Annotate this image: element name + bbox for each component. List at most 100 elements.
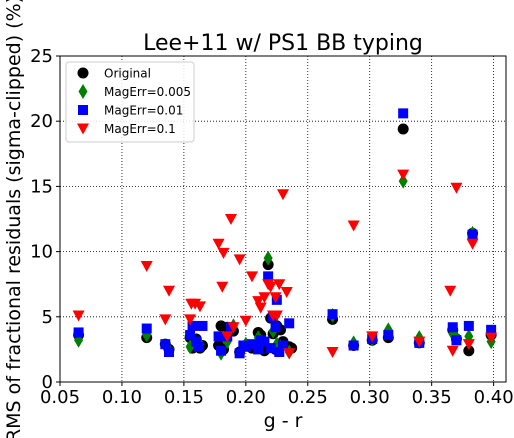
data-point	[141, 323, 152, 334]
data-point	[270, 310, 283, 322]
data-point	[163, 285, 176, 297]
data-point	[252, 296, 265, 308]
data-point	[463, 320, 474, 331]
x-tick-label: 0.10	[102, 387, 142, 408]
legend-marker	[78, 84, 88, 99]
data-point	[485, 332, 498, 344]
legend-label: MagErr=0.005	[104, 85, 191, 99]
data-point	[263, 250, 273, 266]
data-point	[221, 331, 234, 343]
legend-label: MagErr=0.01	[104, 104, 183, 118]
legend-marker	[77, 123, 89, 135]
data-point	[197, 320, 208, 331]
data-point	[348, 340, 359, 351]
data-point	[159, 314, 172, 326]
y-tick-label: 10	[30, 242, 53, 263]
data-point	[264, 281, 277, 293]
data-point	[216, 281, 229, 293]
data-point	[246, 271, 259, 283]
data-point	[234, 348, 245, 359]
data-point	[185, 330, 196, 341]
data-point	[233, 254, 246, 266]
x-tick-label: 0.05	[40, 387, 80, 408]
data-point	[283, 348, 296, 360]
data-point	[447, 322, 458, 333]
data-point	[270, 322, 281, 333]
data-point	[383, 330, 394, 341]
y-tick-label: 0	[42, 372, 53, 393]
data-point	[247, 339, 258, 350]
data-point	[217, 247, 230, 259]
data-point	[253, 344, 264, 355]
data-point	[212, 238, 225, 250]
data-point	[72, 310, 85, 322]
data-point	[467, 229, 478, 240]
data-point	[191, 336, 202, 347]
y-tick-label: 5	[42, 307, 53, 328]
y-tick-label: 25	[30, 46, 53, 67]
data-point	[398, 173, 408, 189]
data-point	[274, 347, 285, 358]
data-point	[327, 309, 338, 320]
data-point	[263, 271, 274, 282]
data-point	[398, 108, 409, 119]
data-point	[259, 336, 270, 347]
y-axis-label: RMS of fractional residuals (sigma-clipp…	[3, 0, 25, 438]
x-tick-label: 0.20	[226, 387, 266, 408]
data-point	[140, 260, 153, 272]
data-point	[224, 214, 237, 225]
data-point	[278, 340, 288, 351]
data-point	[164, 347, 175, 358]
data-point	[463, 345, 475, 357]
legend-box	[65, 61, 195, 143]
data-point	[486, 324, 497, 335]
legend-label: MagErr=0.1	[104, 122, 176, 136]
legend-marker	[77, 67, 89, 79]
x-axis-label: g - r	[264, 410, 303, 432]
axis-ticks: 0.05 0.10 0.15 0.20 0.25 0.30 0.35 0.40 0 5 10 15 20…	[30, 46, 514, 408]
x-tick-label: 0.30	[350, 387, 390, 408]
plot-frame	[59, 55, 507, 383]
data-point	[227, 322, 240, 334]
legend: Original MagErr=0.005 MagErr=0.01 MagErr=0.…	[65, 61, 195, 143]
data-point	[73, 327, 84, 338]
legend-marker	[78, 105, 88, 115]
data-point	[462, 339, 475, 351]
x-tick-label: 0.25	[288, 387, 328, 408]
data-point	[397, 123, 409, 135]
data-point	[193, 341, 204, 352]
data-point	[280, 287, 293, 299]
data-point	[397, 169, 410, 181]
data-point	[184, 314, 197, 326]
data-point	[413, 336, 426, 348]
data-point	[216, 345, 227, 356]
data-point	[366, 331, 379, 343]
data-point	[254, 302, 267, 314]
data-point	[450, 182, 463, 194]
y-tick-label: 15	[30, 176, 53, 197]
data-point	[326, 347, 339, 359]
data-point	[444, 285, 457, 297]
chart-title: Lee+11 w/ PS1 BB typing	[143, 31, 423, 56]
y-tick-label: 20	[30, 111, 53, 132]
data-point	[265, 343, 276, 354]
data-points	[72, 108, 498, 361]
x-tick-label: 0.35	[412, 387, 452, 408]
data-point	[213, 331, 224, 342]
data-point	[269, 292, 282, 304]
x-tick-label: 0.15	[164, 387, 204, 408]
data-point	[160, 339, 171, 350]
data-point	[277, 189, 289, 201]
data-point	[273, 279, 286, 291]
data-point	[451, 335, 462, 346]
data-point	[466, 238, 479, 250]
data-point	[240, 341, 251, 352]
data-point	[446, 345, 459, 357]
data-point	[258, 292, 271, 304]
data-point	[284, 318, 295, 329]
series-3	[72, 169, 498, 360]
data-point	[187, 320, 198, 331]
data-point	[347, 220, 360, 232]
data-point	[193, 301, 206, 313]
